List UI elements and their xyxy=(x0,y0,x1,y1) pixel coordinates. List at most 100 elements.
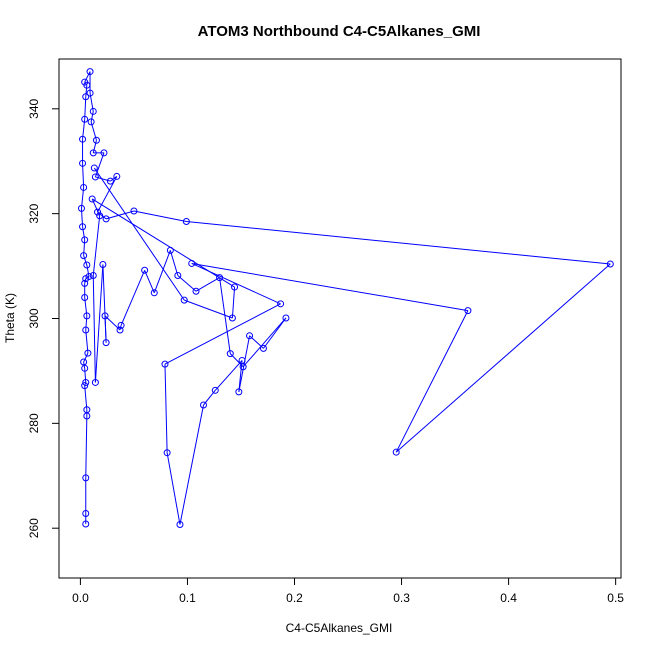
data-point xyxy=(77,204,85,212)
series-line-segment xyxy=(191,262,281,305)
series-line-segment xyxy=(83,352,89,363)
data-point xyxy=(82,510,90,518)
data-point xyxy=(86,68,94,76)
y-tick-label: 300 xyxy=(27,308,41,328)
data-point xyxy=(89,149,97,157)
data-point xyxy=(86,89,94,97)
series-line-segment xyxy=(110,176,118,182)
series-line-segment xyxy=(144,270,155,294)
data-point xyxy=(101,312,109,320)
y-tick-label: 320 xyxy=(27,203,41,223)
data-point xyxy=(141,266,149,274)
series-line-segment xyxy=(105,210,135,220)
series-line-segment xyxy=(80,187,85,209)
series-line-segment xyxy=(85,315,88,331)
series-line-segment xyxy=(93,167,185,301)
data-point xyxy=(174,272,182,280)
data-point xyxy=(80,252,88,260)
series-line-segment xyxy=(184,299,233,319)
series-line-segment xyxy=(86,264,90,277)
data-point xyxy=(82,378,90,386)
series-line-segment xyxy=(84,278,87,284)
data-point xyxy=(226,350,234,358)
series-line-segment xyxy=(82,226,86,240)
data-point xyxy=(81,115,89,123)
data-point xyxy=(166,246,174,254)
series-line-segment xyxy=(94,152,105,178)
data-point xyxy=(80,358,88,366)
data-point xyxy=(83,261,91,269)
series-line-segment xyxy=(195,277,220,292)
data-point xyxy=(150,289,158,297)
series-line-segment xyxy=(164,364,168,453)
data-point xyxy=(99,261,107,269)
series-line-segment xyxy=(153,250,171,293)
data-point xyxy=(82,474,90,482)
y-axis-label: Theta (K) xyxy=(3,293,17,343)
data-point xyxy=(89,272,97,280)
data-point xyxy=(464,307,472,315)
data-point xyxy=(228,314,236,322)
data-point xyxy=(80,183,88,191)
series-line-segment xyxy=(166,452,181,525)
data-point xyxy=(91,173,99,181)
x-tick-label: 0.2 xyxy=(286,591,303,605)
series-line-segment xyxy=(263,317,287,349)
data-point xyxy=(82,520,90,528)
data-point xyxy=(89,107,97,115)
data-point xyxy=(211,386,219,394)
data-point xyxy=(192,287,200,295)
data-point xyxy=(259,344,267,352)
data-point xyxy=(96,212,104,220)
series-line-segment xyxy=(395,263,611,453)
y-axis: 260 280 300 320 340 xyxy=(27,98,60,538)
series-line-segment xyxy=(92,215,101,276)
y-tick-label: 260 xyxy=(27,518,41,538)
data-point xyxy=(82,326,90,334)
data-point xyxy=(87,118,95,126)
data-point xyxy=(277,300,285,308)
data-point xyxy=(188,259,196,267)
data-series xyxy=(77,68,614,529)
data-point xyxy=(90,164,98,172)
series-line-segment xyxy=(84,96,87,120)
x-axis-label: C4-C5Alkanes_GMI xyxy=(286,621,393,635)
series-line-segment xyxy=(90,111,94,123)
data-point xyxy=(102,215,110,223)
series-line-segment xyxy=(82,163,85,188)
series-line-segment xyxy=(84,385,88,410)
data-point xyxy=(81,236,89,244)
data-point xyxy=(606,260,614,268)
data-point xyxy=(85,273,93,281)
y-tick-label: 340 xyxy=(27,98,41,118)
series-line-segment xyxy=(179,404,205,525)
data-point xyxy=(117,321,125,329)
series-line-segment xyxy=(85,416,88,478)
series-line-segment xyxy=(91,198,235,288)
series-line-segment xyxy=(242,317,287,368)
data-point xyxy=(392,448,400,456)
data-point xyxy=(84,349,92,357)
series-line-segment xyxy=(102,264,107,343)
series-line-segment xyxy=(191,262,469,312)
x-tick-label: 0.4 xyxy=(500,591,517,605)
data-point xyxy=(235,388,243,396)
series-line-segment xyxy=(177,275,197,292)
series-line-segment xyxy=(133,210,187,223)
data-point xyxy=(176,521,184,529)
data-point xyxy=(231,283,239,291)
series-line-segment xyxy=(119,325,122,331)
series-line-segment xyxy=(85,329,89,354)
data-point xyxy=(102,339,110,347)
data-point xyxy=(116,326,124,334)
data-point xyxy=(246,332,254,340)
data-point xyxy=(113,172,121,180)
series-line-segment xyxy=(231,287,236,319)
series-line-segment xyxy=(169,250,179,276)
data-point xyxy=(81,294,89,302)
chart-title: ATOM3 Northbound C4-C5Alkanes_GMI xyxy=(198,23,481,40)
data-point xyxy=(216,274,224,282)
x-tick-label: 0.1 xyxy=(179,591,196,605)
series-line-segment xyxy=(84,71,91,83)
